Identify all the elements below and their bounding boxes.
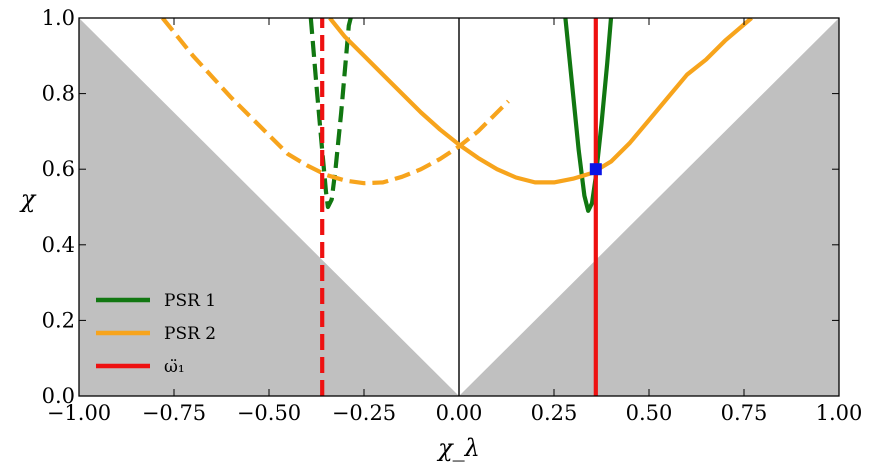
x-tick-label: 0.50 [626, 401, 673, 425]
x-tick-label: −0.50 [237, 401, 301, 425]
y-tick-label: 0.0 [42, 384, 75, 408]
y-tick-label: 1.0 [42, 6, 75, 30]
excluded-region-left [79, 18, 459, 396]
legend-label: PSR 2 [164, 324, 216, 344]
legend-label: PSR 1 [164, 291, 216, 311]
y-tick-label: 0.4 [42, 233, 75, 257]
series-0-dashed-line [308, 18, 353, 210]
x-tick-label: 0.00 [436, 401, 483, 425]
x-tick-label: −0.75 [142, 401, 206, 425]
x-tick-label: 0.75 [721, 401, 768, 425]
marker-layer [589, 163, 602, 176]
x-axis-label: χ_λ [436, 434, 480, 462]
x-tick-label: −0.25 [332, 401, 396, 425]
y-axis-label: χ [19, 185, 37, 213]
y-tick-label: 0.6 [42, 157, 75, 181]
x-tick-label: 1.00 [816, 401, 863, 425]
series-1-solid-line [328, 18, 753, 185]
series-1-dashed-line [160, 18, 510, 186]
legend-label: ω̈₁ [164, 357, 185, 377]
y-tick-label: 0.2 [42, 308, 75, 332]
x-tick-label: −1.00 [47, 401, 111, 425]
tick-layer: −1.00 −0.75 −0.50 −0.25 0.00 0.25 0.50 0.75 1.00… [42, 6, 863, 425]
series-0-solid-line [563, 18, 614, 213]
excluded-region [79, 18, 839, 396]
marker-square [589, 163, 602, 176]
y-tick-label: 0.8 [42, 82, 75, 106]
x-tick-label: 0.25 [531, 401, 578, 425]
series-layer [160, 18, 753, 396]
legend: PSR 1 PSR 2 ω̈₁ [96, 291, 216, 377]
excluded-region-right [459, 18, 839, 396]
